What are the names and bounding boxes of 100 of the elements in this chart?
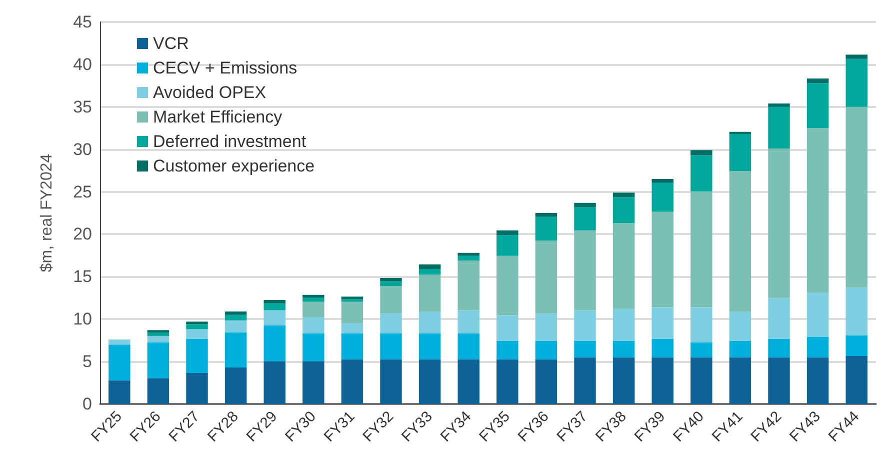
bar [806, 292, 829, 337]
bar [652, 179, 674, 183]
bar [535, 314, 558, 341]
bar [729, 312, 752, 341]
bar [690, 155, 712, 192]
bar [264, 361, 286, 404]
bar [264, 325, 286, 362]
bar [147, 342, 170, 378]
y-tick-label: 10 [73, 310, 92, 329]
y-tick-label: 45 [73, 12, 92, 32]
y-tick-label: 15 [73, 267, 92, 286]
bar [574, 340, 596, 358]
bar [768, 148, 790, 298]
bar [535, 240, 558, 314]
bar [612, 192, 635, 198]
bar [652, 357, 674, 404]
bar [535, 213, 558, 217]
bar [806, 357, 829, 404]
bar [418, 312, 441, 334]
bar [574, 230, 596, 310]
bar [768, 103, 790, 107]
bar [574, 207, 596, 230]
bar [186, 322, 208, 324]
bar [652, 339, 674, 358]
bar [224, 368, 247, 404]
bar [302, 298, 324, 302]
bar [496, 340, 518, 360]
bar [458, 260, 480, 310]
bar [341, 296, 364, 300]
bar [496, 359, 518, 404]
bar [458, 310, 480, 334]
bar [768, 357, 790, 404]
bar [380, 334, 402, 360]
bar [186, 373, 208, 404]
bar [729, 170, 752, 312]
bar [302, 294, 324, 298]
bar [690, 150, 712, 156]
bar [496, 235, 518, 256]
legend-label: VCR [153, 34, 189, 53]
y-tick-label: 25 [73, 182, 92, 202]
bar [806, 83, 829, 128]
bar [147, 330, 170, 333]
bar [846, 58, 868, 107]
bar [846, 106, 868, 288]
legend-label: Customer experience [153, 156, 315, 176]
bar [224, 314, 247, 320]
bar [652, 182, 674, 212]
bar [496, 256, 518, 316]
bar [380, 359, 402, 404]
bar [108, 380, 130, 404]
bar [612, 308, 635, 341]
bar [302, 316, 324, 334]
bar [380, 278, 402, 282]
bar [147, 336, 170, 342]
bar [264, 303, 286, 310]
bar [652, 307, 674, 340]
bar [147, 332, 170, 336]
bar [380, 286, 402, 314]
bar [108, 344, 130, 380]
bar [574, 202, 596, 208]
bar [496, 230, 518, 236]
bar [264, 300, 286, 304]
y-tick-label: 35 [73, 97, 92, 116]
bar [768, 106, 790, 148]
bar [380, 281, 402, 286]
bar [186, 339, 208, 374]
bar [574, 310, 596, 341]
bar [729, 357, 752, 404]
bar [846, 356, 868, 404]
bar [341, 334, 364, 360]
bar [147, 378, 170, 404]
bar [612, 197, 635, 224]
bar [535, 216, 558, 241]
bar [418, 359, 441, 404]
bar [729, 132, 752, 134]
bar [690, 191, 712, 308]
legend-label: Deferred investment [153, 132, 306, 151]
bar [224, 311, 247, 315]
bar [458, 252, 480, 256]
bar [458, 359, 480, 404]
bar [341, 299, 364, 302]
bar [496, 315, 518, 341]
bar [652, 212, 674, 308]
bar [535, 340, 558, 360]
bar [690, 357, 712, 404]
bar [224, 320, 247, 332]
bar [535, 359, 558, 404]
y-tick-label: 40 [73, 54, 92, 74]
bar [612, 223, 635, 309]
bar [302, 361, 324, 404]
bar [224, 332, 247, 368]
bar [690, 307, 712, 342]
bar [302, 334, 324, 362]
legend-label: CECV + Emissions [153, 58, 298, 78]
bar [264, 310, 286, 326]
bar [108, 339, 130, 345]
y-tick-label: 20 [73, 224, 92, 244]
bar [768, 298, 790, 340]
bar [341, 302, 364, 324]
bar [186, 329, 208, 340]
